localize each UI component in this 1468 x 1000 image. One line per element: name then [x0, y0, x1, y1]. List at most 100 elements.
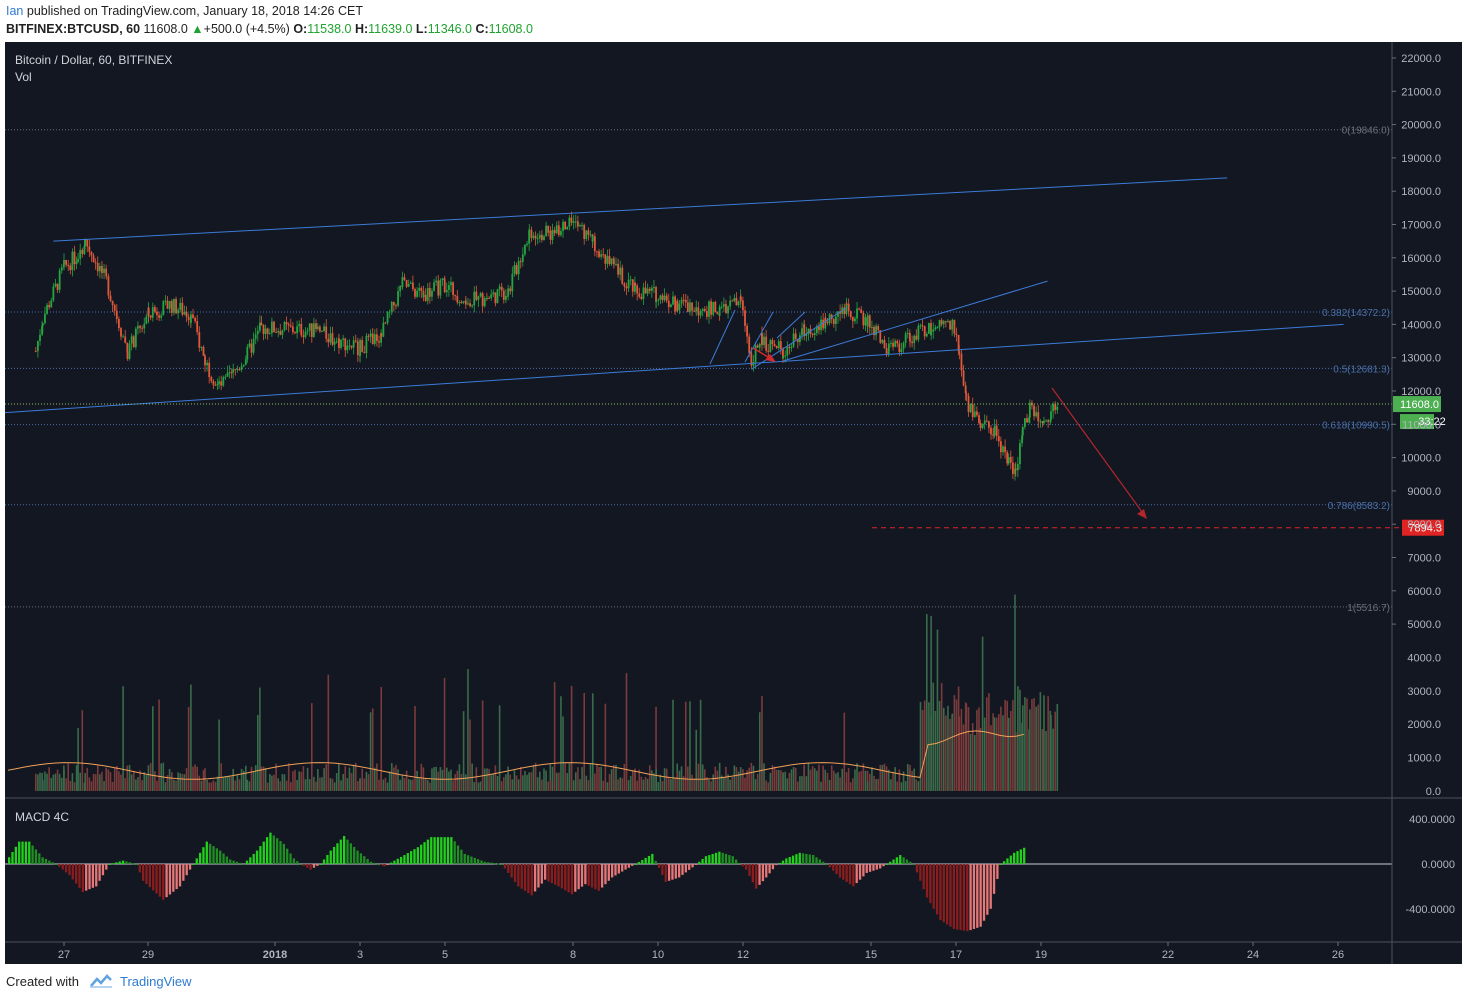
candle-body: [541, 234, 543, 240]
volume-bar: [646, 778, 649, 791]
candle-body: [570, 217, 573, 222]
macd-bar: [986, 864, 989, 915]
volume-bar: [1026, 698, 1028, 791]
volume-bar: [77, 728, 79, 791]
candle-body: [737, 301, 740, 306]
volume-bar: [604, 703, 607, 791]
candle-body: [69, 265, 72, 271]
candle-body: [585, 230, 588, 239]
candle-body: [392, 301, 395, 306]
volume-bar: [348, 767, 351, 791]
volume-bar: [1022, 705, 1024, 791]
candle-body: [216, 383, 219, 385]
candle-body: [655, 287, 657, 303]
volume-bar: [887, 769, 890, 791]
price-chart[interactable]: 0(19846.0) 0.382(14372.2) 0.5(12681.3) 0.61…: [0, 42, 1462, 964]
close-value: 11608.0: [488, 22, 533, 36]
volume-bar: [682, 776, 685, 791]
target-label: 7894.3: [1408, 523, 1442, 535]
volume-bar: [120, 774, 122, 791]
volume-bar: [809, 769, 812, 791]
candle-body: [1006, 452, 1009, 464]
volume-bar: [94, 774, 97, 791]
candle-body: [898, 343, 901, 352]
macd-bar: [946, 864, 949, 925]
candle-body: [655, 300, 658, 303]
macd-bar: [564, 864, 567, 891]
candle-body: [883, 339, 886, 349]
time-tick-label: 22: [1162, 949, 1174, 961]
projection-arrowhead-icon: [1137, 509, 1147, 519]
author-link[interactable]: Ian: [6, 4, 24, 18]
volume-bar: [894, 767, 896, 791]
candle-body: [686, 302, 689, 312]
macd-bar: [624, 864, 627, 870]
candle-body: [906, 333, 909, 335]
volume-bar: [84, 773, 86, 791]
volume-bar: [81, 710, 84, 791]
volume-bar: [610, 769, 613, 791]
volume-bar: [974, 735, 976, 791]
candle-body: [37, 341, 39, 352]
candle-body: [316, 326, 319, 329]
chart-frame[interactable]: 0(19846.0) 0.382(14372.2) 0.5(12681.3) 0.61…: [0, 42, 1462, 964]
volume-bar: [841, 768, 843, 791]
volume-bar: [672, 699, 674, 791]
volume-bar: [1010, 710, 1012, 791]
footer: Created with TradingView: [6, 974, 192, 991]
volume-bar: [109, 772, 112, 791]
candle-body: [521, 254, 524, 262]
macd-bar: [105, 864, 108, 870]
volume-bar: [585, 775, 588, 791]
candle-body: [890, 342, 892, 344]
candle-body: [913, 335, 916, 344]
price-tick-label: 11000.0: [1402, 419, 1441, 431]
candle-body: [160, 315, 163, 318]
volume-bar: [822, 765, 824, 791]
candle-body: [158, 315, 160, 318]
candle-body: [494, 292, 497, 304]
tradingview-logo-icon[interactable]: [89, 974, 113, 991]
candle-body: [190, 314, 192, 323]
candle-body: [796, 338, 799, 343]
volume-bar: [503, 777, 505, 791]
candle-body: [545, 225, 547, 237]
candle-body: [418, 287, 421, 291]
macd-bar: [34, 849, 38, 864]
candle-body: [716, 312, 719, 315]
macd-bar: [128, 862, 131, 864]
candle-body: [335, 341, 338, 343]
tradingview-link[interactable]: TradingView: [120, 974, 192, 989]
candle-body: [811, 333, 814, 335]
candle-body: [765, 336, 768, 351]
macd-bar: [75, 864, 78, 884]
macd-bar: [758, 864, 761, 885]
volume-bar: [536, 777, 539, 791]
macd-bar: [319, 864, 322, 865]
volume-bar: [395, 765, 397, 791]
candle-body: [648, 288, 651, 291]
candle-body: [824, 317, 827, 322]
volume-bar: [467, 669, 469, 791]
candle-body: [549, 230, 552, 240]
target-badge: [1402, 519, 1444, 536]
volume-bar: [465, 780, 467, 791]
macd-bar: [879, 864, 882, 869]
price-tick-label: 9000.0: [1407, 486, 1441, 498]
candle-body: [602, 254, 605, 256]
macd-bar: [641, 859, 644, 864]
candle-body: [1039, 421, 1042, 423]
candle-body: [744, 310, 746, 326]
macd-bar: [101, 864, 105, 876]
volume-bar: [807, 762, 810, 791]
candle-body: [881, 339, 884, 343]
candle-body: [955, 333, 958, 336]
price-tick-label: 6000.0: [1407, 586, 1441, 598]
volume-bar: [587, 780, 590, 791]
candle-body: [170, 300, 173, 313]
volume-bar: [701, 764, 704, 791]
volume-bar: [116, 766, 118, 791]
macd-bar: [621, 864, 624, 872]
candle-body: [279, 331, 282, 335]
volume-bar: [67, 763, 69, 791]
